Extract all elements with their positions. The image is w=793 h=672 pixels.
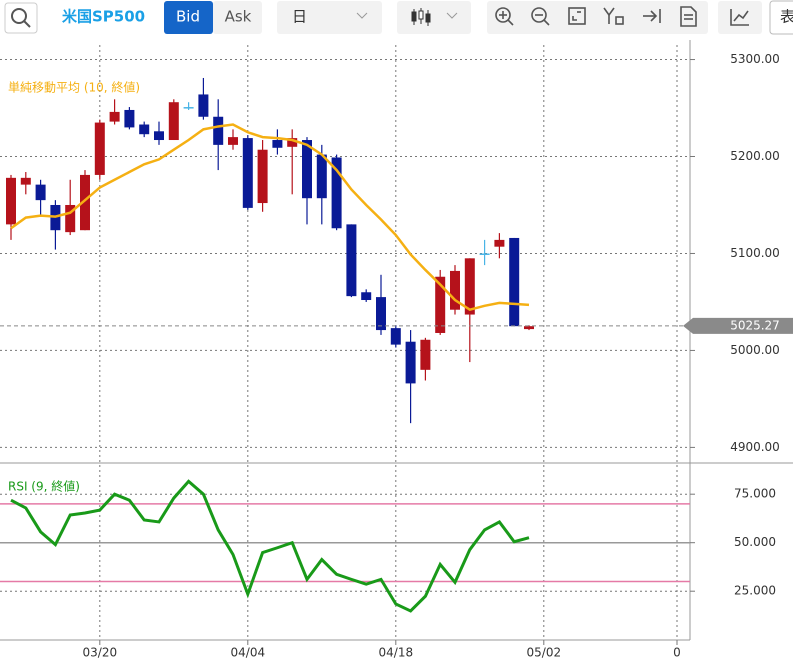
y-tick-label: 50.000 bbox=[734, 535, 776, 549]
candle-body bbox=[109, 111, 120, 122]
candle-body bbox=[257, 149, 268, 204]
table-button[interactable] bbox=[769, 0, 793, 35]
candle-body bbox=[316, 154, 327, 199]
fit-button[interactable] bbox=[568, 7, 586, 25]
candle-body bbox=[509, 237, 520, 327]
candle-body bbox=[376, 297, 386, 331]
search-button[interactable] bbox=[4, 2, 38, 34]
search-icon bbox=[23, 20, 31, 28]
search-icon bbox=[11, 8, 27, 24]
candle-body bbox=[361, 292, 372, 301]
candle-body bbox=[183, 107, 194, 109]
symbol[interactable]: 米国SP500 bbox=[62, 8, 145, 26]
x-tick-label: 05/02 bbox=[527, 646, 562, 660]
y-tick-label: 4900.00 bbox=[730, 440, 780, 454]
period-label[interactable]: 日 bbox=[292, 8, 307, 26]
y-tick-label: 75.000 bbox=[734, 487, 776, 501]
indicator-icon bbox=[730, 9, 749, 26]
last-price-tag bbox=[683, 317, 793, 334]
ask-label[interactable]: Ask bbox=[225, 8, 252, 26]
scroll-end-button[interactable] bbox=[643, 9, 661, 23]
indicator-button[interactable] bbox=[718, 1, 762, 34]
candle-body bbox=[228, 137, 238, 145]
candle-body bbox=[242, 138, 253, 208]
candle-icon bbox=[411, 8, 431, 26]
candle-body bbox=[139, 124, 150, 135]
indicator-label: 単純移動平均 (10, 終値) bbox=[8, 80, 140, 95]
report-button[interactable] bbox=[680, 6, 697, 27]
candle-body bbox=[168, 102, 179, 141]
candle-body bbox=[524, 326, 534, 330]
bid-button[interactable] bbox=[164, 1, 213, 34]
candle-body bbox=[80, 174, 90, 231]
y-tick-label: 25.000 bbox=[734, 584, 776, 598]
candle-body bbox=[479, 253, 490, 255]
candle-body bbox=[346, 224, 357, 297]
candle-body bbox=[287, 138, 298, 147]
candle-body bbox=[124, 109, 135, 128]
indicator-label: RSI (9, 終値) bbox=[8, 479, 80, 494]
candle-body bbox=[464, 258, 475, 315]
chart-type-select[interactable] bbox=[397, 1, 471, 34]
last-price-label: 5025.27 bbox=[730, 318, 780, 332]
candle-body bbox=[390, 328, 401, 345]
x-tick-label: 03/20 bbox=[83, 646, 118, 660]
x-tick-label: 04/04 bbox=[231, 646, 266, 660]
ma-line bbox=[10, 123, 530, 312]
lock-y-button[interactable] bbox=[603, 7, 624, 25]
y-tick-label: 5100.00 bbox=[730, 246, 780, 260]
table-label[interactable]: 表 bbox=[780, 8, 793, 26]
tool-group bbox=[487, 1, 708, 34]
toolbar: 米国SP500 Bid Ask 日 表 bbox=[4, 0, 793, 35]
ask-button[interactable] bbox=[213, 1, 262, 34]
zoom-out-button[interactable] bbox=[531, 7, 550, 26]
plot bbox=[0, 45, 690, 640]
candle-body bbox=[94, 122, 105, 175]
chevron bbox=[356, 12, 368, 19]
candle-body bbox=[65, 204, 76, 233]
y-tick-label: 5200.00 bbox=[730, 149, 780, 163]
candle-body bbox=[420, 339, 431, 370]
candle-body bbox=[154, 131, 164, 141]
candle-body bbox=[272, 140, 283, 148]
candle-body bbox=[198, 94, 209, 117]
x-tick-label: 04/18 bbox=[379, 646, 414, 660]
y-tick-label: 5000.00 bbox=[730, 343, 780, 357]
candle-body bbox=[435, 276, 446, 333]
candle-body bbox=[302, 140, 312, 199]
candle-body bbox=[494, 239, 505, 247]
candle-body bbox=[405, 341, 416, 384]
period-select[interactable] bbox=[277, 1, 382, 34]
candle-body bbox=[35, 184, 46, 201]
rsi-line bbox=[10, 479, 530, 613]
candle-body bbox=[213, 116, 224, 145]
candle-body bbox=[20, 177, 31, 185]
zoom-in-button[interactable] bbox=[495, 7, 514, 26]
x-tick-label: 0 bbox=[673, 646, 681, 660]
chevron bbox=[446, 12, 458, 19]
candle-body bbox=[331, 157, 342, 229]
y-tick-label: 5300.00 bbox=[730, 52, 780, 66]
candle-body bbox=[6, 177, 16, 225]
candle-body bbox=[450, 270, 460, 310]
bid-label[interactable]: Bid bbox=[176, 8, 200, 26]
